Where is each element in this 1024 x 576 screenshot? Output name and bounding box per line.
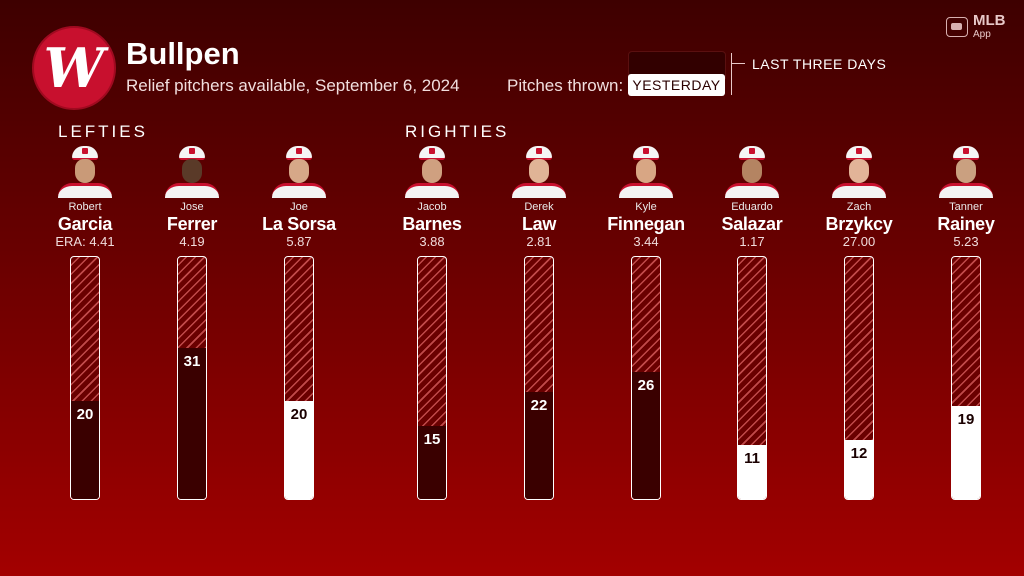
- player-last-name: La Sorsa: [262, 214, 336, 234]
- player-headshot: [405, 146, 459, 198]
- player-first-name: Eduardo: [731, 201, 773, 213]
- player-last-name: Finnegan: [607, 214, 685, 234]
- pitch-count-label: 11: [744, 450, 760, 467]
- player-headshot: [619, 146, 673, 198]
- legend-swatch-yesterday: YESTERDAY: [628, 74, 725, 96]
- pitch-bar-fill: 31: [178, 348, 206, 499]
- pitch-bar-fill: 20: [71, 401, 99, 499]
- pitch-bar-fill: 26: [632, 372, 660, 499]
- player-era: 1.17: [739, 234, 765, 249]
- pitch-bar-barnes: 15: [417, 256, 447, 500]
- player-era: 2.81: [526, 234, 552, 249]
- player-era: 3.88: [419, 234, 445, 249]
- legend-bracket: [731, 53, 732, 95]
- legend-label: Pitches thrown:: [507, 76, 624, 95]
- player-era: ERA: 4.41: [55, 234, 115, 249]
- logo-letter: W: [43, 36, 105, 100]
- player-era: 4.19: [179, 234, 205, 249]
- player-barnes: Jacob Barnes 3.88: [377, 146, 487, 250]
- nationals-logo: W: [32, 26, 116, 110]
- pitch-bar-finnegan: 26: [631, 256, 661, 500]
- player-first-name: Derek: [524, 201, 554, 213]
- player-la-sorsa: Joe La Sorsa 5.87: [244, 146, 354, 250]
- pitch-count-label: 26: [637, 377, 655, 394]
- player-rainey: Tanner Rainey 5.23: [911, 146, 1021, 250]
- page-title: Bullpen: [126, 36, 240, 71]
- legend-bracket-tick: [731, 63, 745, 64]
- pitch-bar-garcia: 20: [70, 256, 100, 500]
- player-first-name: Kyle: [635, 201, 657, 213]
- player-last-name: Rainey: [937, 214, 995, 234]
- player-law: Derek Law 2.81: [484, 146, 594, 250]
- player-headshot: [512, 146, 566, 198]
- pitch-count-label: 15: [423, 431, 441, 448]
- pitch-count-label: 12: [850, 445, 868, 462]
- pitch-bar-fill: 11: [738, 445, 766, 499]
- pitch-bar-la-sorsa: 20: [284, 256, 314, 500]
- mlb-app-wordmark: MLB: [973, 12, 1006, 29]
- pitch-count-label: 22: [530, 397, 548, 414]
- pitch-bar-fill: 20: [285, 401, 313, 499]
- player-first-name: Tanner: [949, 201, 983, 213]
- player-era: 5.87: [286, 234, 312, 249]
- pitch-bar-fill: 22: [525, 392, 553, 499]
- player-headshot: [832, 146, 886, 198]
- player-era: 27.00: [842, 234, 876, 249]
- player-headshot: [58, 146, 112, 198]
- player-first-name: Joe: [290, 201, 308, 213]
- player-last-name: Law: [521, 214, 557, 234]
- pitch-bar-brzykcy: 12: [844, 256, 874, 500]
- pitch-bar-fill: 15: [418, 426, 446, 499]
- pitch-bar-ferrer: 31: [177, 256, 207, 500]
- group-label-righties: RIGHTIES: [405, 122, 510, 141]
- player-salazar: Eduardo Salazar 1.17: [697, 146, 807, 250]
- player-first-name: Jose: [180, 201, 204, 213]
- pitch-bar-law: 22: [524, 256, 554, 500]
- player-headshot: [939, 146, 993, 198]
- player-last-name: Barnes: [402, 214, 462, 234]
- pitch-count-label: 20: [76, 406, 94, 423]
- pitch-bar-fill: 19: [952, 406, 980, 499]
- player-ferrer: Jose Ferrer 4.19: [137, 146, 247, 250]
- player-first-name: Zach: [846, 201, 872, 213]
- legend-last-three-days-label: LAST THREE DAYS: [752, 56, 887, 72]
- mlb-app-icon: [946, 17, 968, 37]
- pitch-count-label: 31: [183, 353, 201, 370]
- player-last-name: Salazar: [721, 214, 783, 234]
- group-label-lefties: LEFTIES: [58, 122, 148, 141]
- player-headshot: [272, 146, 326, 198]
- mlb-app-subtext: App: [973, 29, 991, 40]
- player-brzykcy: Zach Brzykcy 27.00: [804, 146, 914, 250]
- pitch-count-label: 19: [957, 411, 975, 428]
- player-era: 3.44: [633, 234, 659, 249]
- player-last-name: Garcia: [57, 214, 113, 234]
- pitch-bar-rainey: 19: [951, 256, 981, 500]
- player-garcia: Robert Garcia ERA: 4.41: [30, 146, 140, 250]
- pitch-bar-fill: 12: [845, 440, 873, 499]
- player-finnegan: Kyle Finnegan 3.44: [591, 146, 701, 250]
- pitch-bar-salazar: 11: [737, 256, 767, 500]
- player-first-name: Robert: [68, 201, 102, 213]
- page-subtitle: Relief pitchers available, September 6, …: [126, 76, 460, 95]
- pitch-count-label: 20: [290, 406, 308, 423]
- player-headshot: [725, 146, 779, 198]
- player-era: 5.23: [953, 234, 979, 249]
- player-first-name: Jacob: [417, 201, 447, 213]
- player-headshot: [165, 146, 219, 198]
- player-last-name: Ferrer: [166, 214, 218, 234]
- player-last-name: Brzykcy: [825, 214, 893, 234]
